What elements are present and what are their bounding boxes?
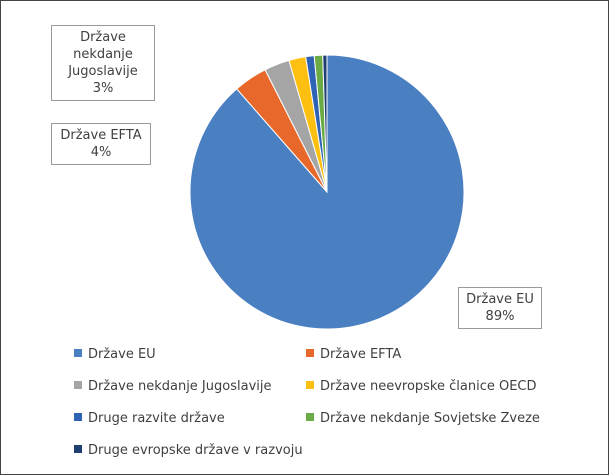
legend-swatch xyxy=(306,381,314,389)
data-label-value: 89% xyxy=(485,309,515,324)
legend-item: Države nekdanje Jugoslavije xyxy=(74,379,271,394)
legend-label: Države nekdanje Jugoslavije xyxy=(88,379,272,394)
legend-label: Države neevropske članice OECD xyxy=(320,379,537,394)
legend-item: Druge razvite države xyxy=(74,411,225,426)
pie-slice xyxy=(189,54,465,330)
legend-swatch xyxy=(74,413,82,421)
legend-item: Države neevropske članice OECD xyxy=(306,379,537,394)
legend-item: Druge evropske države v razvoju xyxy=(74,443,303,458)
legend-label: Države EU xyxy=(88,347,156,362)
legend-swatch xyxy=(306,413,314,421)
data-label-value: 4% xyxy=(90,145,112,160)
legend-swatch xyxy=(74,445,82,453)
legend-label: Države EFTA xyxy=(320,347,402,362)
legend-label: Druge razvite države xyxy=(88,411,225,426)
legend-swatch xyxy=(74,381,82,389)
pie-slice xyxy=(322,54,328,193)
legend-label: Druge evropske države v razvoju xyxy=(88,443,303,458)
data-label: Države EU 89% xyxy=(458,287,542,329)
data-label-category: Države nekdanje Jugoslavije xyxy=(68,30,138,79)
legend-label: Države nekdanje Sovjetske Zveze xyxy=(320,411,540,426)
legend-swatch xyxy=(74,349,82,357)
legend-swatch xyxy=(306,349,314,357)
legend-item: Države nekdanje Sovjetske Zveze xyxy=(306,411,540,426)
legend-item: Države EU xyxy=(74,347,156,362)
data-label: Države nekdanje Jugoslavije 3% xyxy=(51,25,155,101)
data-label: Države EFTA 4% xyxy=(51,123,151,165)
data-label-category: Države EFTA xyxy=(60,128,142,143)
legend-item: Države EFTA xyxy=(306,347,401,362)
data-label-value: 3% xyxy=(92,81,114,96)
data-label-category: Države EU xyxy=(466,292,534,307)
